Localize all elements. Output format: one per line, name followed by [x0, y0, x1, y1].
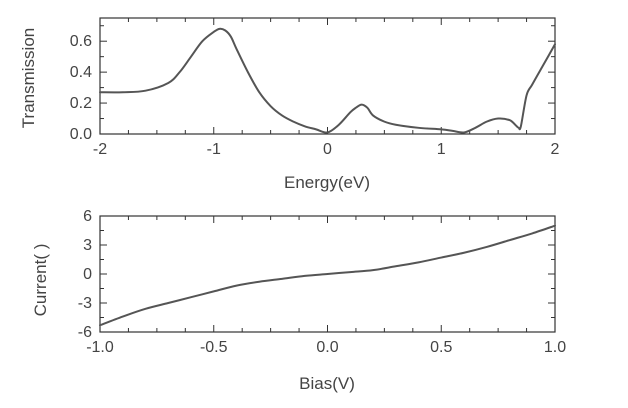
transmission-tick-labels: -2 -1 0 1 2 0.0 0.2 0.4 0.6: [70, 33, 560, 158]
transmission-y-tick-label: 0.2: [70, 95, 92, 112]
transmission-plot-frame: [99, 17, 556, 135]
current-x-tick-label: 1.0: [544, 339, 566, 356]
current-y-tick-label: -6: [78, 324, 92, 341]
transmission-curve: [99, 27, 556, 134]
transmission-y-tick-label: 0.4: [70, 64, 92, 81]
transmission-y-tick-label: 0.6: [70, 33, 92, 50]
current-ticks: [99, 215, 556, 333]
current-tick-labels: -1.0 -0.5 0.0 0.5 1.0 -6 -3 0 3 6: [78, 208, 566, 356]
current-panel: -1.0 -0.5 0.0 0.5 1.0 -6 -3 0 3 6 Bias(V) Current…: [31, 208, 566, 393]
transmission-y-axis-title: Transmission: [19, 28, 38, 128]
transmission-ticks: [99, 18, 556, 135]
current-curve: [99, 224, 556, 327]
current-x-tick-label: -1.0: [86, 339, 114, 356]
transmission-x-tick-label: -1: [207, 141, 221, 158]
transmission-x-tick-label: -2: [93, 141, 107, 158]
current-y-tick-label: 0: [83, 266, 92, 283]
transmission-x-tick-label: 0: [323, 141, 332, 158]
current-x-tick-label: 0.0: [316, 339, 338, 356]
current-x-tick-label: 0.5: [430, 339, 452, 356]
current-y-tick-label: 6: [83, 208, 92, 225]
current-x-axis-title: Bias(V): [299, 374, 355, 393]
current-y-axis-title: Current( ): [31, 244, 50, 317]
current-y-tick-label: 3: [83, 237, 92, 254]
transmission-x-axis-title: Energy(eV): [284, 173, 370, 192]
transmission-x-tick-label: 1: [437, 141, 446, 158]
transmission-x-tick-label: 2: [551, 141, 560, 158]
transmission-panel: -2 -1 0 1 2 0.0 0.2 0.4 0.6 Energy(eV) Transmiss…: [19, 17, 560, 192]
transmission-y-tick-label: 0.0: [70, 126, 92, 143]
current-x-tick-label: -0.5: [200, 339, 228, 356]
current-y-tick-label: -3: [78, 295, 92, 312]
